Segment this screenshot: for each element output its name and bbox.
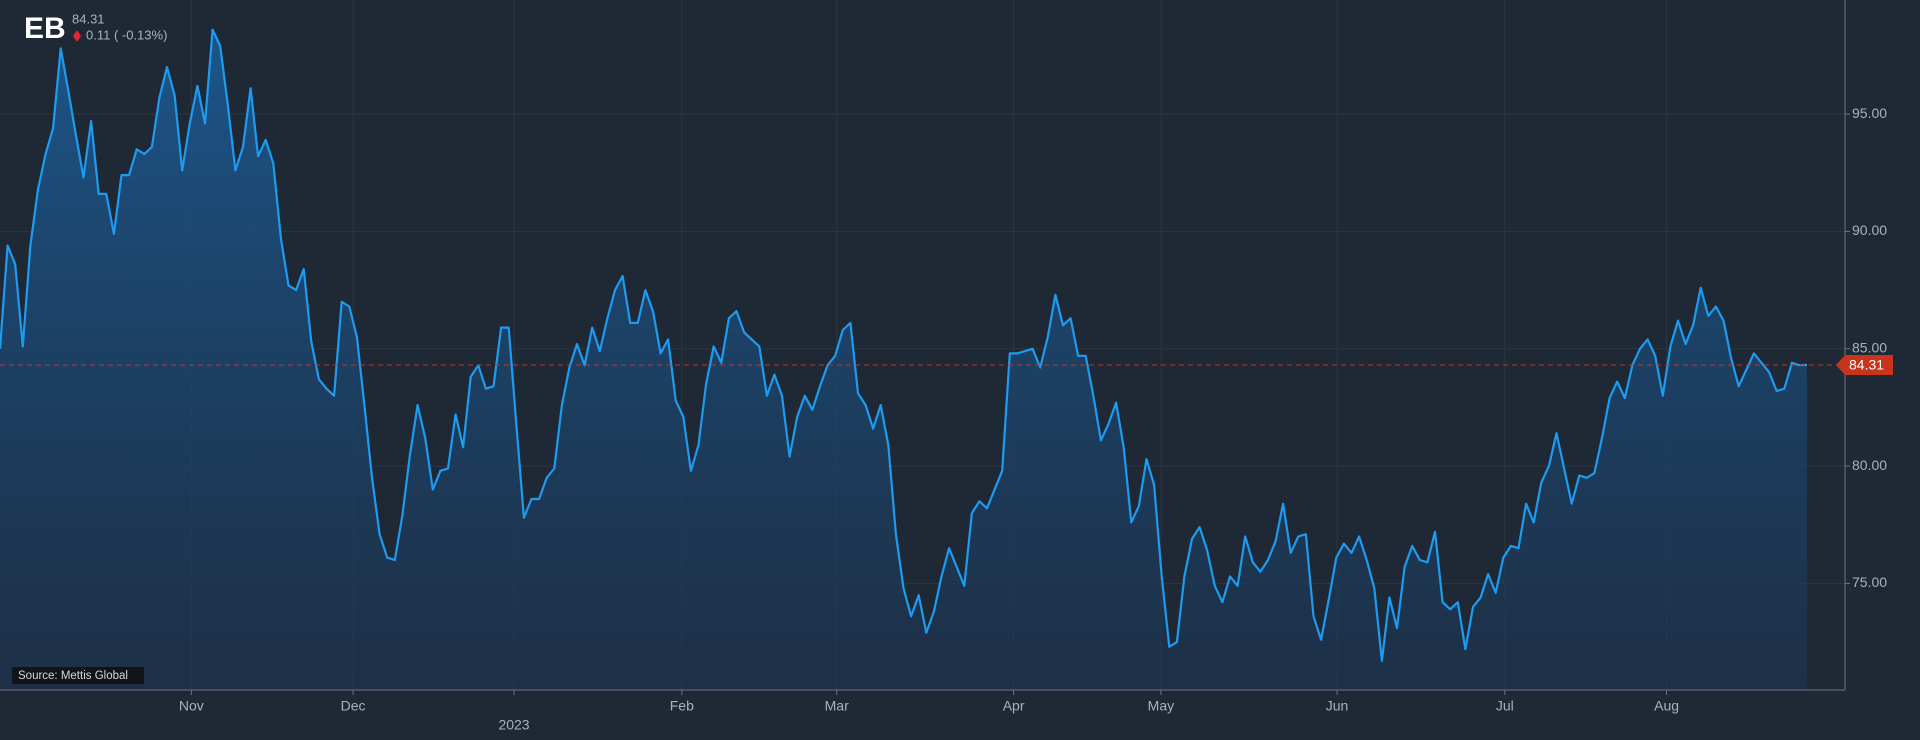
y-tick-label: 75.00 [1852,574,1887,590]
x-tick-label: Jun [1326,698,1349,714]
x-tick-label: Apr [1003,698,1025,714]
area-fill [0,29,1807,691]
x-tick-label: Aug [1654,698,1679,714]
x-tick-label: Jul [1496,698,1514,714]
last-price-tag [1836,354,1893,375]
x-tick-label: May [1148,698,1174,714]
x-tick-label: Feb [670,698,694,714]
y-tick-label: 80.00 [1852,457,1887,473]
down-icon [73,30,81,42]
x-tick-label: Mar [825,698,849,714]
x-tick-label: 2023 [498,717,529,733]
y-tick-label: 90.00 [1852,222,1887,238]
x-tick-label: Nov [179,698,204,714]
plot [0,28,1845,691]
price-change: 0.11 ( -0.13%) [86,27,167,42]
y-tick-label: 95.00 [1852,105,1887,121]
y-tick-label: 85.00 [1852,339,1887,355]
symbol: EB [24,12,66,45]
price-line [0,28,1808,662]
source-box [12,667,144,684]
last-price: 84.31 [72,11,105,26]
source: Source: Mettis Global [18,670,128,682]
x-tick-label: Dec [341,698,366,714]
axes: 75.00 80.00 85.00 90.00 95.00 Nov Dec Feb Mar Apr… [179,105,1893,733]
last-price-label: 84.31 [1849,357,1884,373]
